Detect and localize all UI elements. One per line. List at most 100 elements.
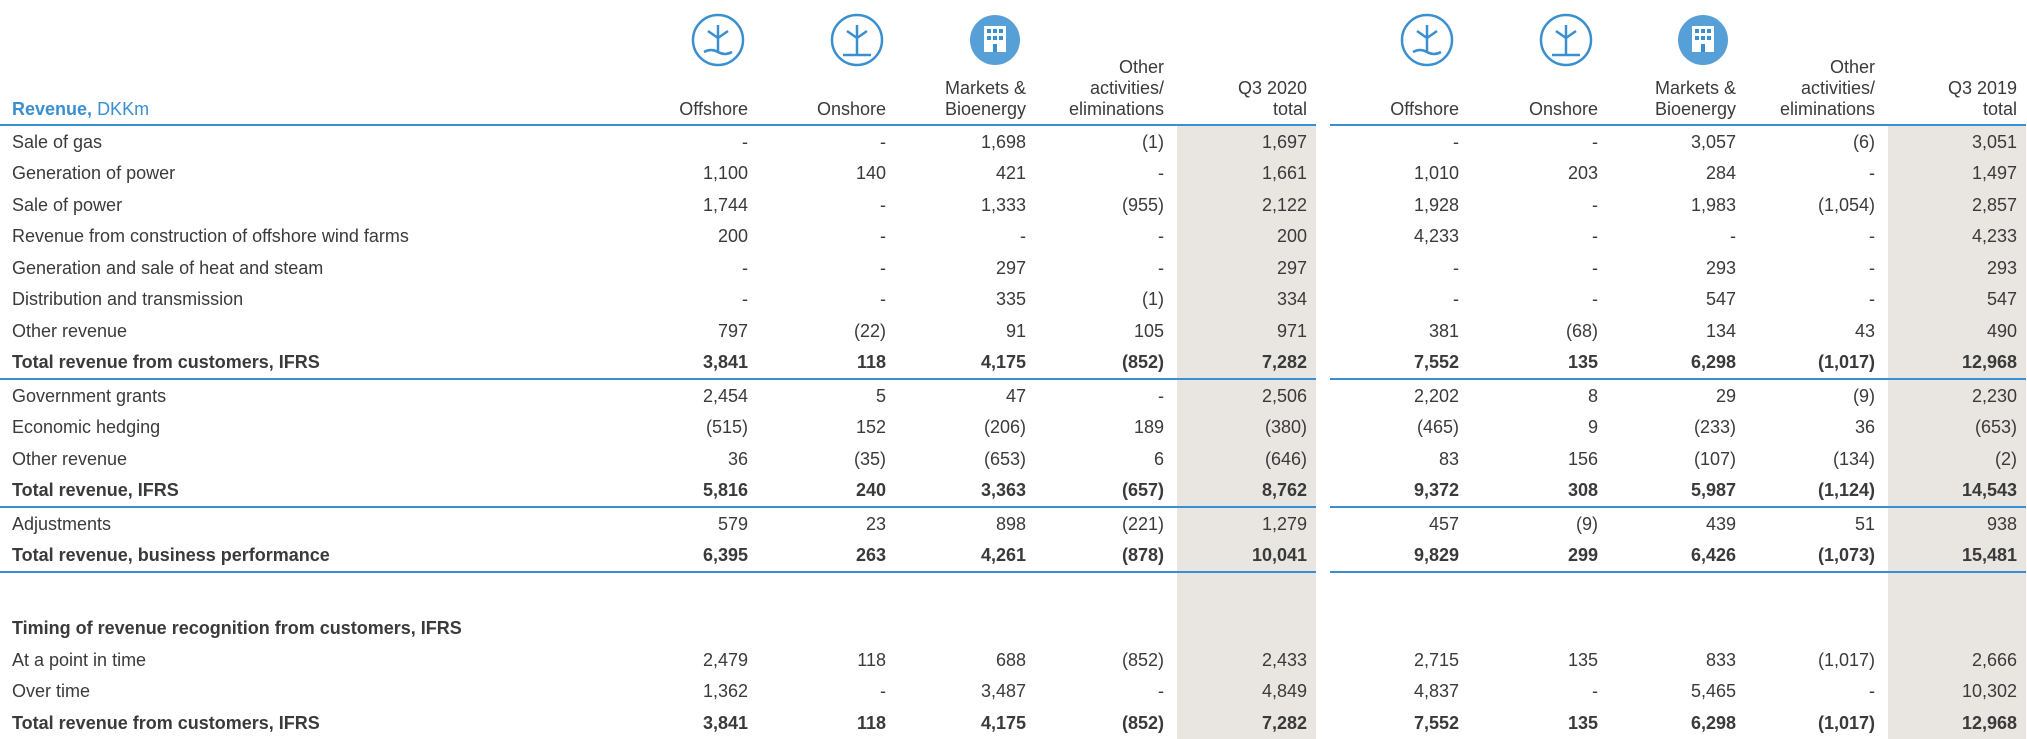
cell: 7,552	[1330, 346, 1459, 380]
cell: 1,100	[702, 163, 748, 184]
cell: -	[1592, 131, 1598, 152]
column-header-line: eliminations	[1779, 99, 1875, 119]
row-label: Generation of power	[12, 163, 176, 184]
cell: 308	[1459, 474, 1598, 508]
cell	[1736, 572, 1888, 644]
cell: 1,010	[1413, 163, 1459, 184]
header-title: Revenue,	[12, 99, 93, 119]
cell: -	[880, 226, 886, 247]
gap	[1316, 475, 1330, 508]
row-label: Over time	[12, 681, 91, 702]
cell: 1,279	[1177, 507, 1316, 540]
row: Distribution and transmission - - 335 (1) 334…	[0, 283, 2026, 315]
column-header-line: activities/	[1800, 78, 1875, 98]
cell: 3,057	[1690, 131, 1736, 152]
cell: (515)	[705, 417, 748, 438]
cell: (852)	[1121, 712, 1164, 733]
cell: 457	[1428, 513, 1459, 534]
cell: 4,175	[886, 346, 1026, 380]
cell: 6,298	[1690, 712, 1736, 733]
cell: 579	[717, 513, 748, 534]
cell: (206)	[983, 417, 1026, 438]
gap	[1316, 315, 1330, 347]
cell: -	[880, 131, 886, 152]
cell: -	[1158, 163, 1164, 184]
column-header-line: Offshore	[1390, 99, 1459, 119]
cell: 36	[727, 448, 748, 469]
cell: 421	[995, 163, 1026, 184]
column-header-line: Onshore	[816, 99, 886, 119]
cell: (1,054)	[1817, 194, 1875, 215]
cell: (1,073)	[1736, 539, 1888, 573]
cell: -	[1453, 289, 1459, 310]
cell: -	[1158, 385, 1164, 406]
column-header-line: total	[1982, 99, 2017, 119]
cell: 15,481	[1888, 539, 2026, 573]
cell: -	[1592, 681, 1598, 702]
cell: 200	[717, 226, 748, 247]
row-label: Timing of revenue recognition from custo…	[12, 618, 462, 638]
cell: 12,968	[1888, 707, 2026, 739]
cell: 2,479	[702, 649, 748, 670]
cell: 140	[855, 163, 886, 184]
cell: (380)	[1177, 411, 1316, 443]
cell: -	[880, 681, 886, 702]
cell: 490	[1888, 315, 2026, 347]
row-label: Total revenue from customers, IFRS	[12, 712, 320, 733]
cell: 203	[1567, 163, 1598, 184]
row-label: At a point in time	[12, 649, 147, 670]
row-label: Adjustments	[12, 513, 112, 534]
cell: 6,426	[1598, 539, 1736, 573]
cell: 156	[1567, 448, 1598, 469]
cell: 5,987	[1598, 474, 1736, 508]
row: Total revenue, IFRS 5,816 240 3,363 (657) 8,7…	[0, 474, 2026, 508]
cell	[1177, 572, 1316, 644]
cell: 189	[1133, 417, 1164, 438]
cell: 9,372	[1330, 474, 1459, 508]
cell: -	[1869, 257, 1875, 278]
cell: (68)	[1565, 320, 1598, 341]
row: Adjustments 579 23 898 (221) 1,279 457 (9) 439 51…	[0, 507, 2026, 540]
column-header-line: Onshore	[1528, 99, 1598, 119]
cell: -	[1158, 226, 1164, 247]
column-header-line: Offshore	[679, 99, 748, 119]
cell: -	[1592, 257, 1598, 278]
cell: 7,282	[1177, 346, 1316, 380]
cell: 1,362	[702, 681, 748, 702]
cell: 3,487	[980, 681, 1026, 702]
row-label: Sale of gas	[12, 131, 103, 152]
cell: 135	[1567, 649, 1598, 670]
row: Generation and sale of heat and steam - -2…	[0, 252, 2026, 284]
cell: 9	[1587, 417, 1598, 438]
cell: (107)	[1693, 448, 1736, 469]
cell: 2,230	[1888, 379, 2026, 412]
column-header-line: total	[1272, 99, 1307, 119]
cell	[1598, 572, 1736, 644]
gap	[1316, 347, 1330, 380]
gap	[1316, 507, 1330, 540]
column-header-line: Markets &	[944, 78, 1026, 98]
column-header: Offshore	[620, 0, 748, 126]
cell: 23	[865, 513, 886, 534]
cell: (35)	[853, 448, 886, 469]
cell: (955)	[1121, 194, 1164, 215]
cell: 10,302	[1888, 675, 2026, 707]
cell	[1330, 572, 1459, 644]
cell: 240	[748, 474, 886, 508]
cell: -	[1158, 681, 1164, 702]
cell: (2)	[1888, 443, 2026, 475]
cell: 6	[1153, 448, 1164, 469]
row: Sale of gas - - 1,698 (1) 1,697 - - 3,057 (6) 3,05…	[0, 125, 2026, 158]
cell: -	[1869, 681, 1875, 702]
cell: -	[742, 289, 748, 310]
row-label: Generation and sale of heat and steam	[12, 257, 324, 278]
cell: 118	[856, 712, 886, 733]
row: Over time 1,362-3,487-4,849 4,837-5,465-10…	[0, 675, 2026, 707]
cell: -	[742, 131, 748, 152]
cell: 299	[1459, 539, 1598, 573]
column-header: Q3 2019 total	[1888, 0, 2026, 126]
cell: -	[1869, 289, 1875, 310]
cell: 4,175	[980, 712, 1026, 733]
cell: (1,017)	[1736, 346, 1888, 380]
cell: -	[1453, 131, 1459, 152]
